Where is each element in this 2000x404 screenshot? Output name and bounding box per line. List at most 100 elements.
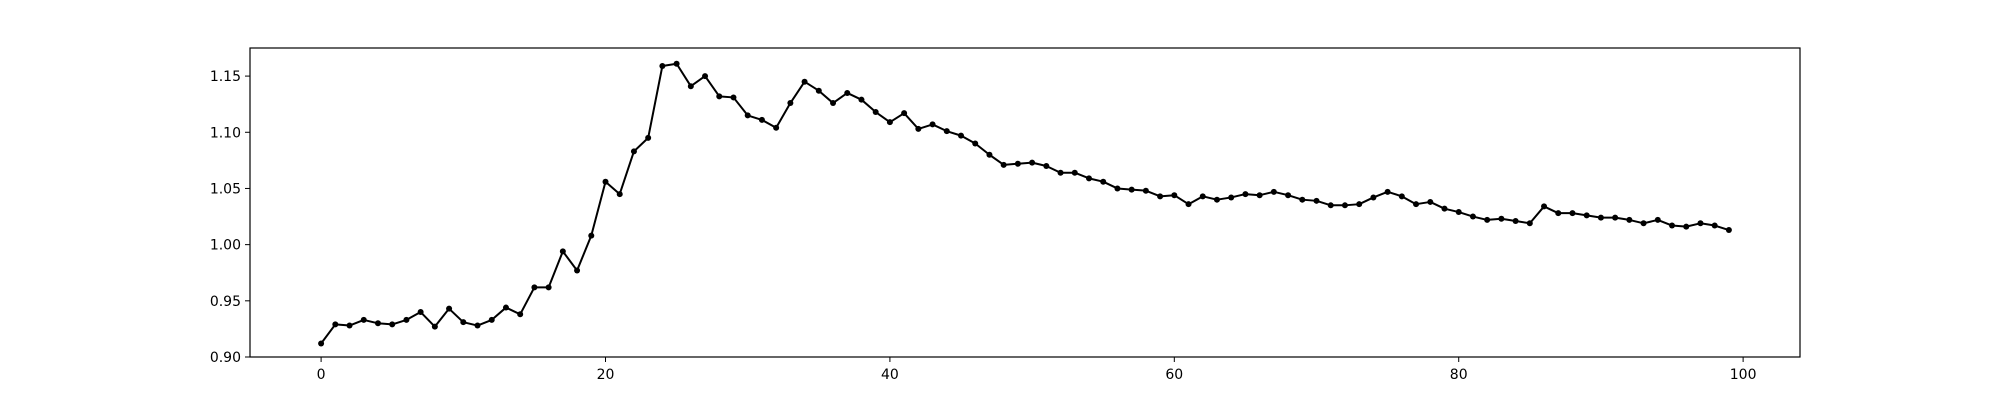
data-point: [1043, 162, 1050, 169]
data-point: [901, 110, 908, 117]
data-point: [431, 323, 438, 330]
data-point: [1142, 187, 1149, 194]
data-point: [1114, 185, 1121, 192]
data-point: [1213, 196, 1220, 203]
data-point: [1341, 202, 1348, 209]
data-point: [1313, 197, 1320, 204]
data-point: [659, 62, 666, 69]
data-point: [1071, 169, 1078, 176]
data-point: [872, 109, 879, 116]
data-point: [403, 316, 410, 323]
y-tick-label: 1.10: [210, 125, 241, 141]
data-point: [559, 248, 566, 255]
data-point: [1157, 193, 1164, 200]
data-point: [374, 320, 381, 327]
data-point: [1498, 215, 1505, 222]
data-point: [574, 267, 581, 274]
data-point: [673, 60, 680, 67]
data-point: [318, 340, 325, 347]
data-point: [1014, 160, 1021, 167]
data-point: [773, 124, 780, 131]
data-point: [1669, 222, 1676, 229]
y-axis: 0.90 0.95 1.00 1.05 1.10 1.15: [210, 69, 250, 366]
data-point: [801, 78, 808, 85]
data-point: [1697, 220, 1704, 227]
data-point: [1640, 220, 1647, 227]
data-point: [1285, 192, 1292, 199]
data-point: [1327, 202, 1334, 209]
y-tick-label: 1.00: [210, 238, 241, 254]
data-point: [1057, 169, 1064, 176]
data-point: [1270, 188, 1277, 195]
data-point: [1384, 188, 1391, 195]
data-point: [958, 132, 965, 139]
data-point: [531, 284, 538, 291]
x-axis: 0 20 40 60 80 100: [317, 357, 1756, 383]
data-point: [389, 321, 396, 328]
data-point: [1085, 175, 1092, 182]
data-point: [972, 140, 979, 147]
data-point: [1398, 193, 1405, 200]
data-point: [1171, 192, 1178, 199]
y-tick-label: 0.90: [210, 350, 241, 366]
data-point: [1711, 222, 1718, 229]
data-point: [1199, 193, 1206, 200]
data-point: [1597, 214, 1604, 221]
series-line: [320, 62, 1730, 345]
data-point: [1725, 227, 1732, 234]
data-point: [986, 151, 993, 158]
data-point: [332, 321, 339, 328]
data-point: [1100, 178, 1107, 185]
data-point: [1484, 216, 1491, 223]
data-point: [929, 121, 936, 128]
data-point: [730, 94, 737, 101]
data-point: [1185, 201, 1192, 208]
data-point: [702, 73, 709, 80]
data-point: [360, 316, 367, 323]
data-point: [1626, 216, 1633, 223]
data-point: [1512, 218, 1519, 225]
data-point: [1029, 159, 1036, 166]
data-point: [1541, 203, 1548, 210]
data-point: [858, 96, 865, 103]
data-point: [1455, 209, 1462, 216]
data-point: [502, 304, 509, 311]
data-point: [1654, 216, 1661, 223]
data-point: [1413, 201, 1420, 208]
data-point: [1242, 191, 1249, 198]
data-point: [545, 284, 552, 291]
data-point: [716, 93, 723, 100]
data-point: [1299, 196, 1306, 203]
data-point: [588, 232, 595, 239]
data-point: [446, 305, 453, 312]
x-tick-label: 60: [1165, 367, 1183, 383]
data-point: [1427, 198, 1434, 205]
data-point: [460, 319, 467, 326]
data-point: [744, 112, 751, 119]
axes-frame: [249, 47, 1801, 358]
data-point: [1583, 212, 1590, 219]
data-point: [630, 148, 637, 155]
data-point: [1128, 186, 1135, 193]
data-point: [417, 309, 424, 316]
data-point: [943, 128, 950, 135]
data-point: [915, 125, 922, 132]
data-point: [844, 89, 851, 96]
data-point: [645, 134, 652, 141]
data-point: [1683, 223, 1690, 230]
data-point: [488, 316, 495, 323]
x-tick-label: 40: [881, 367, 899, 383]
data-point: [815, 87, 822, 94]
data-point: [602, 178, 609, 185]
data-point: [1612, 214, 1619, 221]
data-point: [616, 191, 623, 198]
plot-area: [318, 60, 1732, 347]
x-tick-label: 20: [597, 367, 615, 383]
x-tick-label: 0: [317, 367, 326, 383]
data-point: [1000, 161, 1007, 168]
data-point: [1441, 205, 1448, 212]
data-point: [1526, 220, 1533, 227]
y-tick-label: 1.15: [210, 69, 241, 85]
